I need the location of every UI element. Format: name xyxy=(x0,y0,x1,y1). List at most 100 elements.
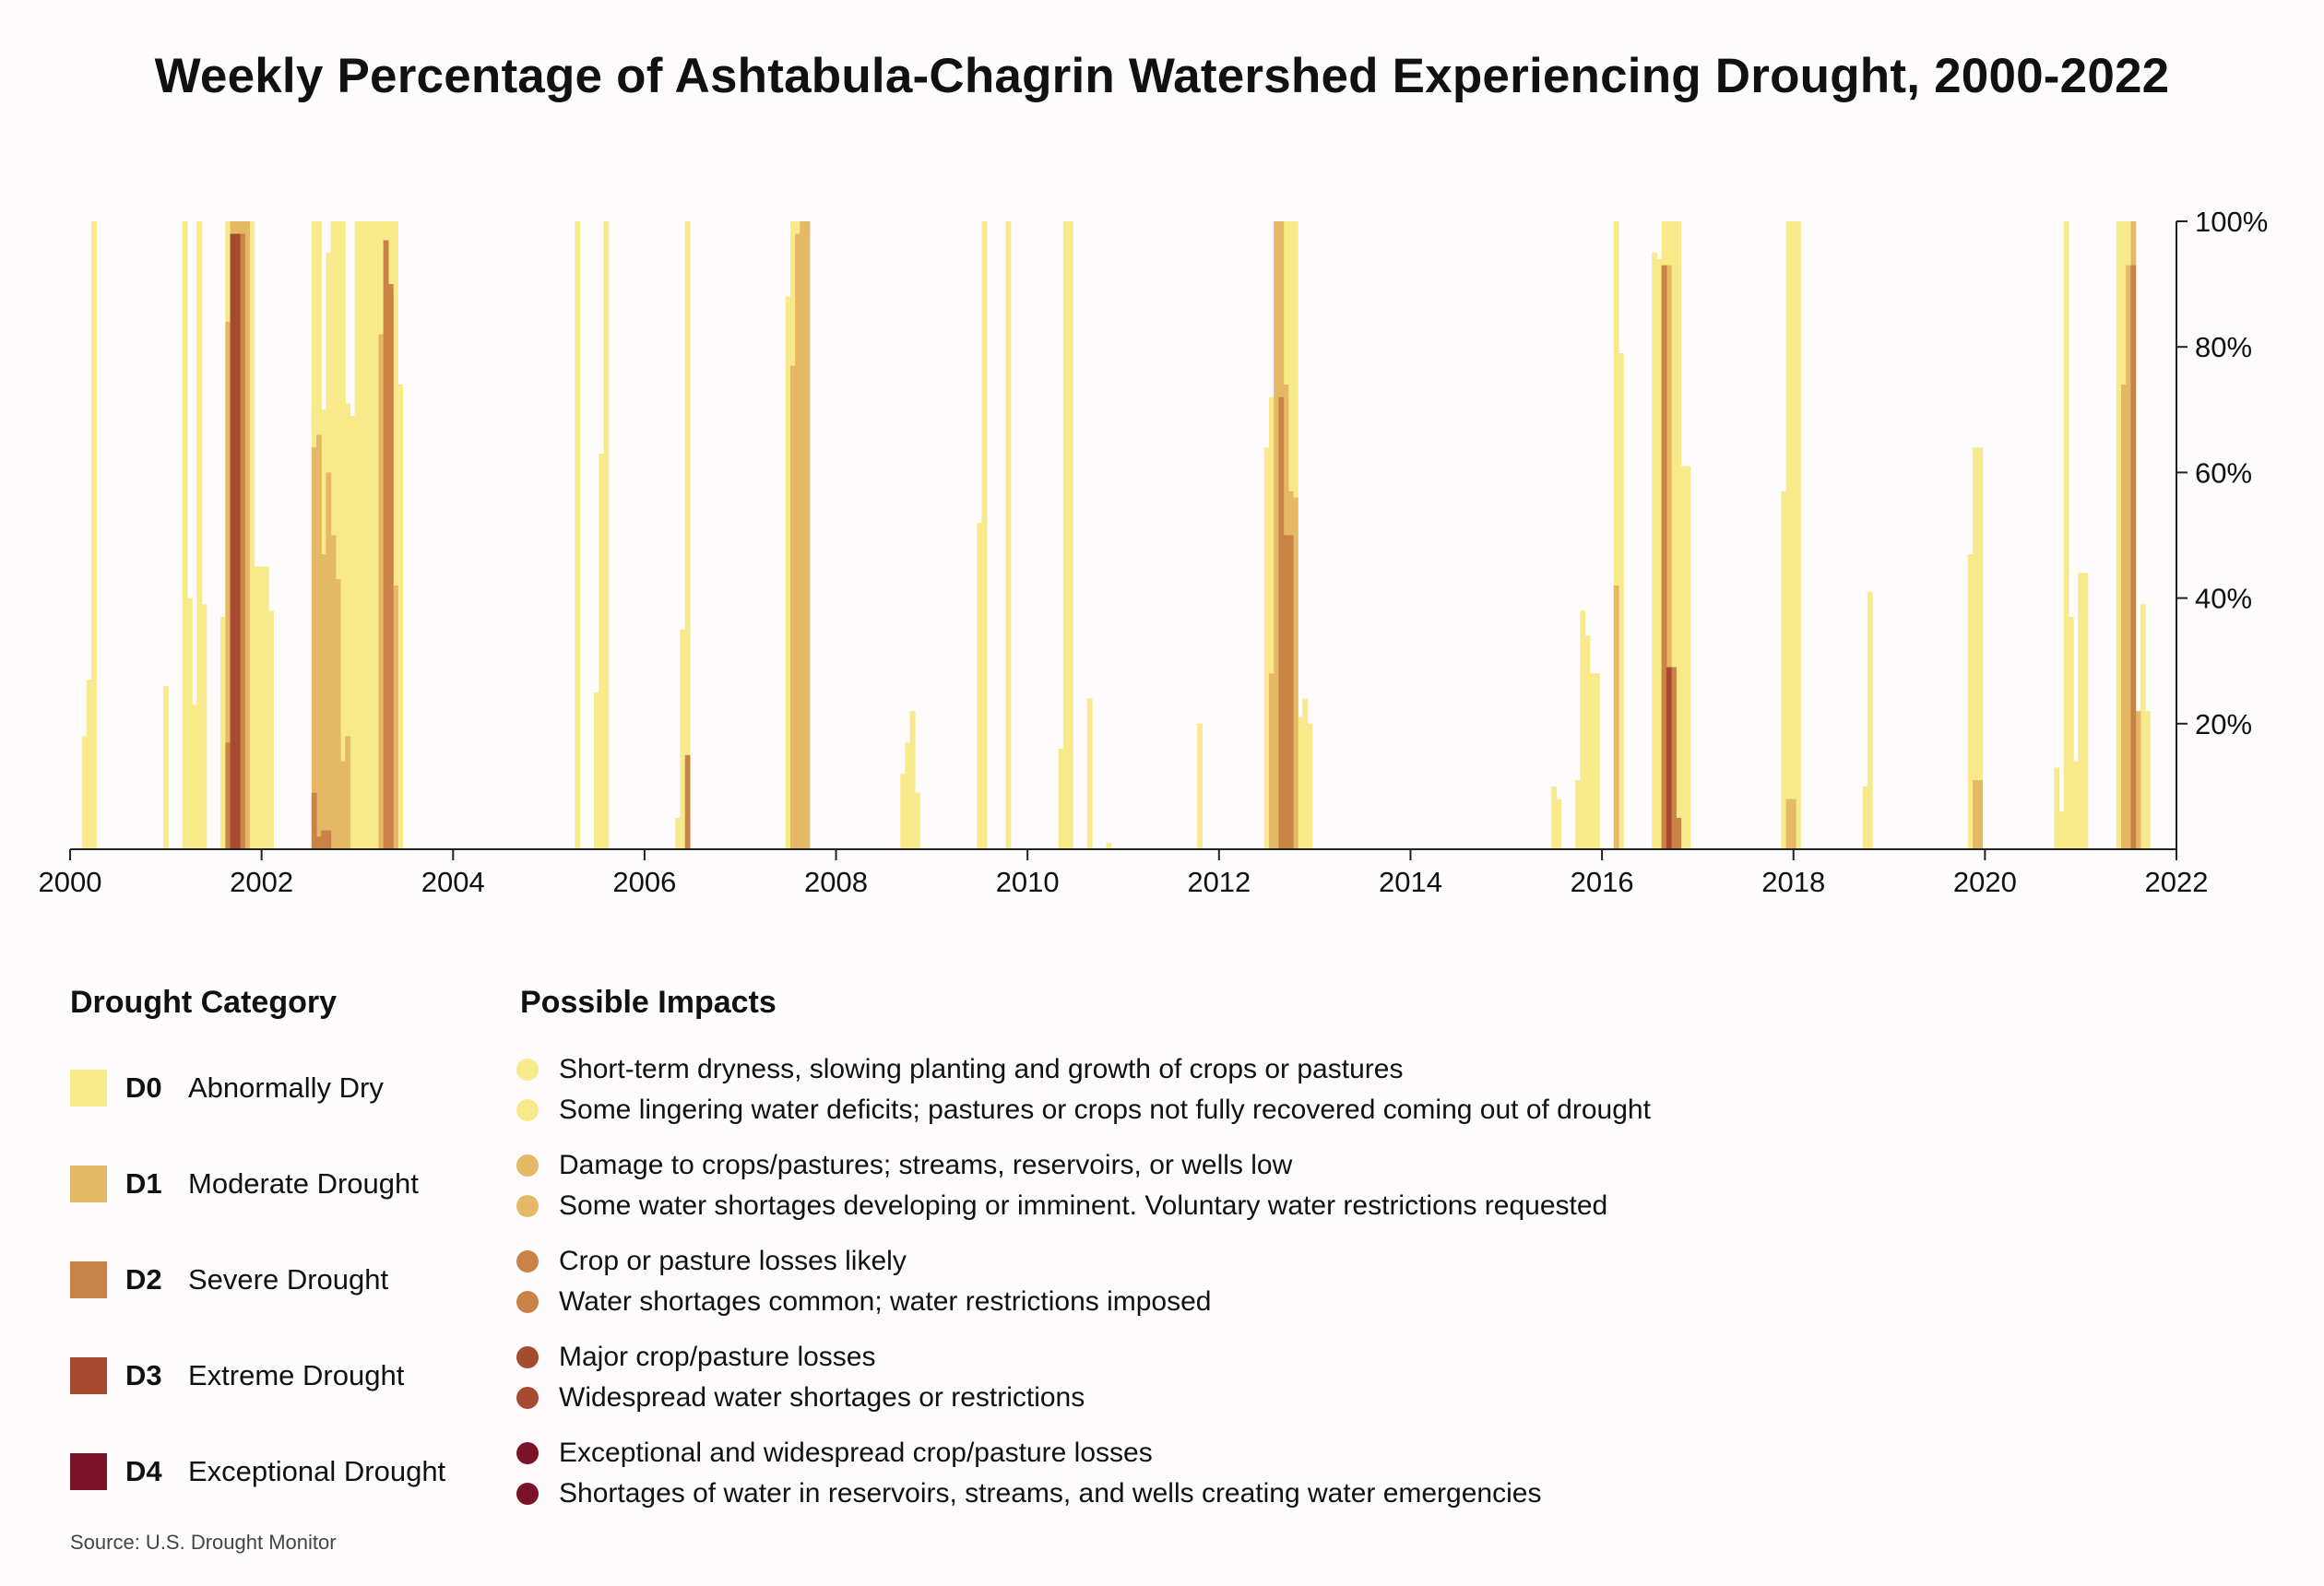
d0-bar xyxy=(1556,799,1562,849)
d0-bar xyxy=(192,704,197,849)
chart-title: Weekly Percentage of Ashtabula-Chagrin W… xyxy=(154,49,2170,103)
impact-dot xyxy=(516,1291,539,1313)
impact-d4-1: Exceptional and widespread crop/pasture … xyxy=(516,1437,1153,1470)
x-tick-label: 2002 xyxy=(230,866,293,898)
d0-bar xyxy=(1263,447,1270,849)
d2-bar xyxy=(387,284,394,850)
bars-layer xyxy=(81,221,2151,850)
d2-bar xyxy=(684,754,691,849)
impact-dot xyxy=(516,1483,539,1505)
d0-bar xyxy=(1106,843,1112,849)
d1-bar xyxy=(2135,711,2141,849)
d1-bar xyxy=(345,736,350,849)
d0-bar xyxy=(1005,221,1012,849)
d0-bar xyxy=(1967,553,1974,849)
d0-swatch xyxy=(70,1070,107,1107)
d0-bar xyxy=(599,453,605,849)
d0-bar xyxy=(1298,716,1303,849)
d1-bar xyxy=(2121,385,2127,849)
d0-bar xyxy=(393,221,398,849)
d1-bar xyxy=(1785,799,1792,849)
d0-bar xyxy=(1790,221,1796,849)
d2-bar xyxy=(225,742,231,849)
d0-bar xyxy=(2082,573,2089,849)
d0-bar xyxy=(2140,604,2146,849)
d1-bar xyxy=(330,535,337,849)
d0-bar xyxy=(2063,221,2069,849)
d0-bar xyxy=(81,736,88,849)
d0-bar xyxy=(1862,786,1868,849)
d3-label: Extreme Drought xyxy=(188,1359,405,1391)
possible-impacts-heading: Possible Impacts xyxy=(520,985,777,1020)
d0-bar xyxy=(263,566,269,849)
y-tick-label: 60% xyxy=(2195,456,2252,489)
d2-bar xyxy=(1671,667,1677,849)
d0-bar xyxy=(1062,221,1069,849)
impact-d1-1: Damage to crops/pastures; streams, reser… xyxy=(516,1149,1292,1182)
d0-bar xyxy=(91,221,97,849)
impact-text: Major crop/pasture losses xyxy=(559,1342,876,1372)
d1-bar xyxy=(1666,265,1672,849)
d1-bar xyxy=(335,579,341,849)
impact-d2-1: Crop or pasture losses likely xyxy=(516,1245,907,1278)
axes-layer: 2000 2002 2004 2006 2008 2010 2012 2014 2016 2018… xyxy=(39,206,2269,898)
x-tick-label: 2010 xyxy=(996,866,1060,898)
legend-item-d1: D1 Moderate Drought xyxy=(70,1166,419,1202)
d0-bar xyxy=(1068,221,1073,849)
d3-code: D3 xyxy=(125,1359,162,1391)
x-tick-label: 2014 xyxy=(1379,866,1442,898)
d0-bar xyxy=(1671,221,1677,849)
d0-bar xyxy=(86,680,92,849)
x-tick-label: 2012 xyxy=(1187,866,1251,898)
d1-bar xyxy=(1269,673,1275,849)
impact-d0-1: Short-term dryness, slowing planting and… xyxy=(516,1053,1403,1086)
d0-bar xyxy=(1867,591,1873,849)
x-tick-label: 2022 xyxy=(2145,866,2209,898)
d0-bar xyxy=(397,385,404,849)
d0-bar xyxy=(2058,811,2065,849)
impact-d0-2: Some lingering water deficits; pastures … xyxy=(516,1094,1651,1127)
d1-bar xyxy=(311,447,317,849)
x-tick-label: 2018 xyxy=(1761,866,1825,898)
d2-bar xyxy=(311,792,317,849)
d2-swatch xyxy=(70,1261,107,1298)
d4-code: D4 xyxy=(125,1455,162,1487)
d0-bar xyxy=(981,221,988,849)
d2-bar xyxy=(1283,535,1289,849)
d1-bar xyxy=(789,365,796,849)
d0-bar xyxy=(900,774,907,849)
d0-bar xyxy=(339,221,346,849)
d0-bar xyxy=(258,566,265,849)
d0-bar xyxy=(2144,711,2151,849)
impact-text: Shortages of water in reservoirs, stream… xyxy=(559,1478,1542,1509)
x-tick-label: 2000 xyxy=(39,866,102,898)
d3-bar xyxy=(234,233,241,849)
d0-bar xyxy=(1058,749,1064,849)
d0-bar xyxy=(594,692,599,849)
d1-swatch xyxy=(70,1166,107,1202)
d0-bar xyxy=(977,522,983,849)
d1-code: D1 xyxy=(125,1167,162,1200)
d0-bar xyxy=(1680,466,1687,849)
d0-bar xyxy=(363,221,370,849)
d0-bar xyxy=(2078,573,2084,849)
d1-bar xyxy=(225,321,231,850)
d0-bar xyxy=(1086,698,1093,849)
d0-bar xyxy=(1551,786,1558,849)
d1-bar xyxy=(378,334,385,850)
impact-dot xyxy=(516,1346,539,1368)
d2-label: Severe Drought xyxy=(188,1263,389,1296)
d1-bar xyxy=(316,434,322,849)
d0-bar xyxy=(1580,610,1586,849)
d0-bar xyxy=(254,566,260,849)
d2-bar xyxy=(239,233,245,849)
d0-bar xyxy=(1589,673,1595,849)
d0-bar xyxy=(2054,767,2060,849)
d0-bar xyxy=(369,221,374,849)
d4-swatch xyxy=(70,1453,107,1490)
impact-dot xyxy=(516,1154,539,1177)
legend-item-d4: D4 Exceptional Drought xyxy=(70,1453,445,1490)
impact-dot xyxy=(516,1195,539,1217)
x-tick-label: 2016 xyxy=(1571,866,1634,898)
drought-category-heading: Drought Category xyxy=(70,985,337,1020)
